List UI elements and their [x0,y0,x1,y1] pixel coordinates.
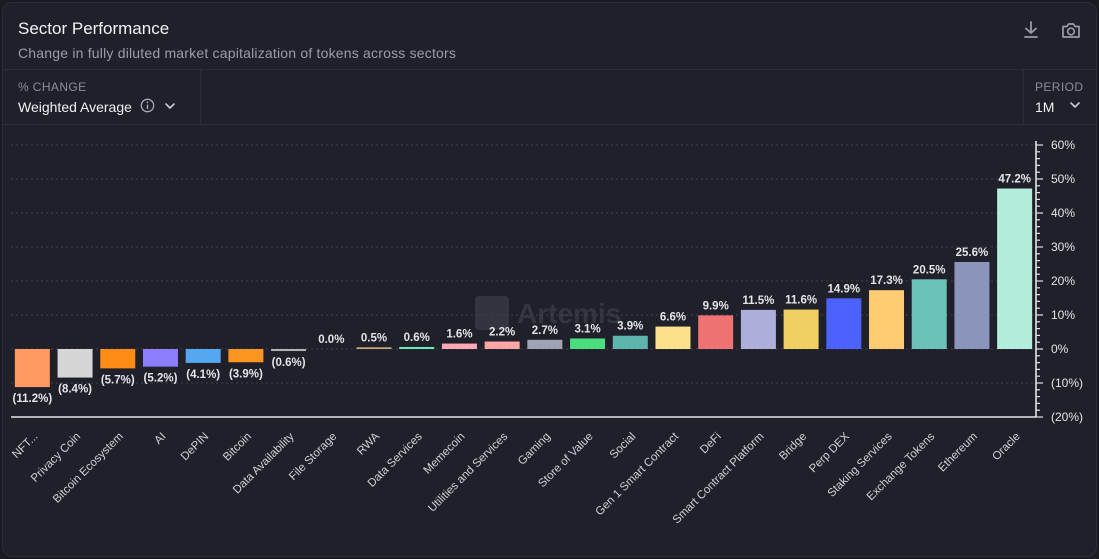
bar [954,261,990,349]
data-label: 1.6% [446,329,472,341]
data-label: (8.4%) [58,384,92,396]
data-label: 0.6% [404,332,430,344]
data-label: (11.2%) [13,393,53,405]
bar-chart: Artemis(11.2%)NFT...(8.4%)Privacy Coin(5… [10,138,1083,527]
data-label: (4.1%) [186,369,220,381]
bar [570,338,606,349]
x-tick-label: Memecoin [422,431,468,477]
x-tick-label: Utilities and Services [426,430,510,514]
x-tick-label: Ethereum [936,431,980,475]
data-label: 3.1% [574,323,600,335]
x-tick-label: RWA [355,430,382,457]
data-label: 9.9% [703,300,729,312]
x-tick-label: DeFi [698,431,724,457]
y-tick-label: 0% [1051,342,1069,356]
x-tick-label: Bridge [777,431,809,463]
bar [484,341,520,349]
bar [911,279,947,349]
data-label: 0.5% [361,332,387,344]
data-label: 2.2% [489,327,515,339]
bar [228,349,264,363]
data-label: 11.5% [742,295,774,307]
chevron-down-icon[interactable] [1068,98,1082,115]
data-label: 25.6% [956,247,989,259]
x-tick-label: Smart Contract Platform [671,431,767,527]
bar [441,343,477,349]
bar [869,290,905,349]
period-value: 1M [1035,98,1055,115]
bar [783,309,819,349]
chart-subtitle: Change in fully diluted market capitaliz… [18,45,457,61]
x-tick-label: Oracle [990,431,1022,463]
period-selector[interactable]: PERIOD 1M [1023,70,1096,124]
x-tick-label: AI [152,431,168,447]
bar [612,335,648,349]
data-label: 0.0% [318,334,344,346]
y-tick-label: (10%) [1051,376,1083,390]
metric-label: % CHANGE [18,80,87,94]
data-label: 14.9% [828,283,861,295]
x-tick-label: Social [608,431,639,462]
y-tick-label: (20%) [1051,410,1083,424]
y-tick-label: 60% [1051,138,1075,152]
y-tick-label: 30% [1051,240,1075,254]
bar [740,309,776,349]
x-tick-label: Bitcoin [221,431,254,464]
y-tick-label: 10% [1051,308,1075,322]
period-label: PERIOD [1035,80,1084,94]
camera-icon[interactable] [1060,19,1082,41]
data-label: 6.6% [660,312,686,324]
chart-controls: % CHANGE Weighted Average PERIOD 1M [3,69,1096,125]
bar [185,349,221,363]
data-label: 2.7% [532,325,558,337]
chart-title: Sector Performance [18,19,170,38]
y-tick-label: 50% [1051,172,1075,186]
bar [57,349,93,378]
data-label: 3.9% [617,321,643,333]
bar [527,339,563,349]
y-tick-label: 40% [1051,206,1075,220]
chevron-down-icon[interactable] [163,99,177,116]
bar [826,298,862,349]
data-label: (5.7%) [101,374,135,386]
data-label: (5.2%) [144,373,178,385]
x-tick-label: Gen 1 Smart Contract [594,430,682,518]
data-label: (3.9%) [229,368,263,380]
metric-value: Weighted Average [18,99,132,115]
bar [655,326,691,349]
x-tick-label: NFT... [10,431,40,461]
y-tick-label: 20% [1051,274,1075,288]
bar [997,188,1033,349]
bar [142,349,178,367]
watermark-logo [475,296,509,330]
header-actions [1020,19,1082,41]
metric-selector[interactable]: % CHANGE Weighted Average [3,70,201,124]
download-icon[interactable] [1020,19,1042,41]
data-label: 47.2% [998,174,1031,186]
bar [271,349,307,352]
data-label: 11.6% [785,295,817,307]
bar [698,315,734,349]
data-label: 20.5% [913,264,946,276]
x-tick-label: Perp DEX [807,430,852,475]
bar [399,346,435,349]
x-tick-label: DePIN [179,431,211,463]
bar [14,349,50,388]
bar [356,347,392,349]
bar [100,349,136,369]
data-label: (0.6%) [272,357,306,369]
info-icon[interactable] [140,98,155,116]
data-label: 17.3% [870,275,903,287]
watermark-text: Artemis [517,298,621,329]
x-tick-label: Gaming [516,431,553,468]
